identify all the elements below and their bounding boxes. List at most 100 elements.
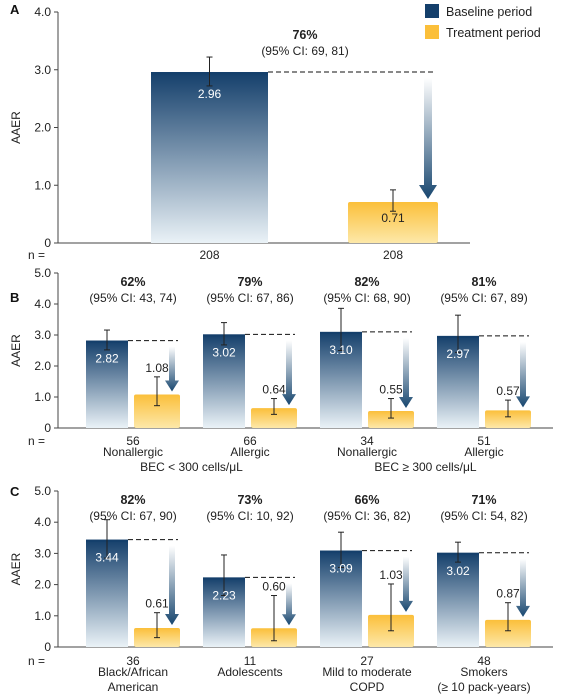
- baseline-value-label: 2.82: [95, 352, 119, 366]
- treatment-value-label: 0.55: [379, 383, 403, 397]
- group-n: 56: [126, 434, 140, 448]
- treatment-value-label: 0.60: [262, 580, 286, 594]
- treatment-bar: [348, 201, 438, 243]
- baseline-value-label: 3.09: [329, 562, 353, 576]
- reduction-ci: (95% CI: 43, 74): [89, 291, 176, 305]
- reduction-arrow: [282, 583, 296, 626]
- treatment-bar: [134, 394, 180, 428]
- reduction-arrow: [516, 558, 530, 617]
- panel-label: A: [10, 2, 20, 17]
- category-line: Mild to moderate: [322, 665, 412, 679]
- treatment-value-label: 0.61: [145, 597, 169, 611]
- group-n: 48: [477, 654, 491, 668]
- reduction-arrow: [419, 78, 437, 199]
- y-tick-label: 2.0: [34, 578, 51, 592]
- category-label: Allergic: [464, 445, 503, 459]
- treatment-bar: [251, 408, 297, 428]
- baseline-value-label: 3.02: [446, 564, 470, 578]
- reduction-percent: 71%: [471, 493, 496, 507]
- category-line: Allergic: [230, 445, 269, 459]
- reduction-ci: (95% CI: 69, 81): [261, 44, 348, 58]
- reduction-arrow: [399, 556, 413, 612]
- reduction-arrow: [165, 545, 179, 625]
- baseline-n: 208: [199, 248, 219, 262]
- treatment-value-label: 0.64: [262, 383, 286, 397]
- treatment-value-label: 0.87: [496, 587, 520, 601]
- treatment-n: 208: [383, 248, 403, 262]
- legend-label-treatment: Treatment period: [446, 26, 541, 40]
- baseline-value-label: 3.44: [95, 551, 119, 565]
- y-tick-label: 4.0: [34, 297, 51, 311]
- reduction-arrow: [282, 340, 296, 406]
- reduction-arrow: [165, 346, 179, 392]
- subgroup-label: BEC ≥ 300 cells/μL: [374, 460, 477, 474]
- y-tick-label: 1.0: [34, 390, 51, 404]
- y-tick-label: 5.0: [34, 484, 51, 498]
- category-label: Nonallergic: [337, 445, 397, 459]
- legend-swatch-treatment: [425, 25, 439, 39]
- legend-label-baseline: Baseline period: [446, 5, 532, 19]
- group-n: 51: [477, 434, 491, 448]
- reduction-percent: 81%: [471, 275, 496, 289]
- category-line: Adolescents: [217, 665, 282, 679]
- category-line: Nonallergic: [103, 445, 163, 459]
- treatment-value-label: 1.03: [379, 568, 403, 582]
- reduction-percent: 82%: [120, 493, 145, 507]
- category-line: Black/African: [98, 665, 168, 679]
- group-n: 36: [126, 654, 140, 668]
- y-tick-label: 1.0: [34, 178, 51, 192]
- baseline-bar: [151, 72, 268, 243]
- category-line: American: [108, 680, 159, 694]
- group-n: 34: [360, 434, 374, 448]
- category-label: Mild to moderate COPD: [322, 665, 412, 694]
- category-label: Allergic: [230, 445, 269, 459]
- subgroup-label: BEC < 300 cells/μL: [140, 460, 243, 474]
- panel-A: A 0 1.0 2.0 3.0 4.0 AAER n = 2.96 0.71 76% (95% CI:…: [9, 2, 470, 262]
- legend-swatch-baseline: [425, 4, 439, 18]
- reduction-percent: 62%: [120, 275, 145, 289]
- category-line: Smokers: [460, 665, 507, 679]
- reduction-ci: (95% CI: 67, 89): [440, 291, 527, 305]
- treatment-bar: [368, 410, 414, 428]
- reduction-percent: 66%: [354, 493, 379, 507]
- y-tick-label: 3.0: [34, 63, 51, 77]
- category-label: Adolescents: [217, 665, 282, 679]
- n-label: n =: [28, 654, 45, 668]
- panel-B: B 0 1.0 2.0 3.0 4.0 5.0 AAER n = 2.82 1.08 62% (95% …: [9, 266, 553, 474]
- reduction-ci: (95% CI: 10, 92): [206, 509, 293, 523]
- category-line: (≥ 10 pack-years): [437, 680, 530, 694]
- group-n: 66: [243, 434, 257, 448]
- baseline-value-label: 2.96: [198, 87, 222, 101]
- reduction-percent: 82%: [354, 275, 379, 289]
- treatment-bar: [485, 619, 531, 647]
- category-line: COPD: [350, 680, 385, 694]
- y-tick-label: 0: [44, 236, 51, 250]
- panel-label: C: [10, 484, 20, 499]
- reduction-arrow: [516, 341, 530, 408]
- reduction-ci: (95% CI: 67, 90): [89, 509, 176, 523]
- reduction-ci: (95% CI: 36, 82): [323, 509, 410, 523]
- y-tick-label: 1.0: [34, 609, 51, 623]
- y-tick-label: 5.0: [34, 266, 51, 280]
- group-n: 27: [360, 654, 374, 668]
- baseline-bar: [86, 340, 128, 428]
- reduction-percent: 73%: [237, 493, 262, 507]
- category-line: Nonallergic: [337, 445, 397, 459]
- treatment-value-label: 1.08: [145, 361, 169, 375]
- category-line: Allergic: [464, 445, 503, 459]
- panel-label: B: [10, 290, 19, 305]
- baseline-value-label: 2.23: [212, 588, 236, 602]
- baseline-value-label: 2.97: [446, 347, 470, 361]
- reduction-ci: (95% CI: 54, 82): [440, 509, 527, 523]
- y-tick-label: 4.0: [34, 5, 51, 19]
- baseline-value-label: 3.10: [329, 343, 353, 357]
- y-axis-label: AAER: [9, 111, 23, 144]
- y-tick-label: 0: [44, 421, 51, 435]
- y-tick-label: 0: [44, 640, 51, 654]
- reduction-percent: 76%: [292, 28, 317, 42]
- category-label: Smokers (≥ 10 pack-years): [437, 665, 530, 694]
- category-label: Nonallergic: [103, 445, 163, 459]
- treatment-value-label: 0.71: [381, 211, 405, 225]
